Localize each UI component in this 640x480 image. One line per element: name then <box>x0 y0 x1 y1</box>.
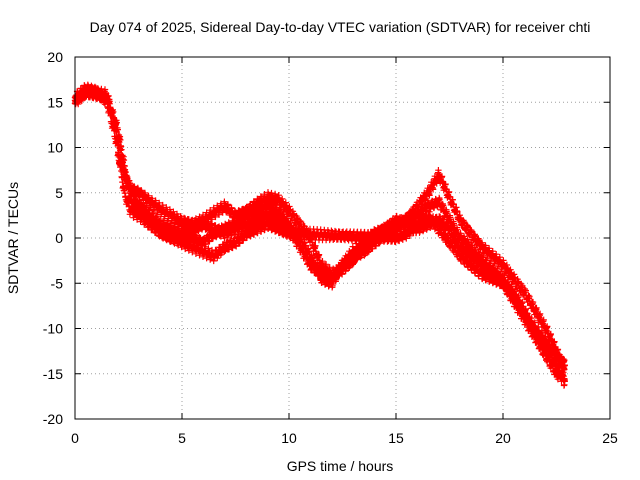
x-tick-labels: 0 5 10 15 20 25 <box>71 430 618 446</box>
y-tick-labels: -20 -15 -10 -5 0 5 10 15 20 <box>43 49 63 427</box>
x-tick-label: 5 <box>178 430 186 446</box>
x-tick-label: 0 <box>71 430 79 446</box>
series-track-1 <box>71 83 568 374</box>
x-tick-label: 25 <box>602 430 618 446</box>
series-markers <box>114 151 568 369</box>
series-track-4 <box>114 151 568 369</box>
y-tick-label: -15 <box>43 366 63 382</box>
x-tick-label: 15 <box>388 430 404 446</box>
series-markers <box>71 83 568 374</box>
y-tick-label: 0 <box>55 230 63 246</box>
y-tick-label: 20 <box>47 49 63 65</box>
chart-title: Day 074 of 2025, Sidereal Day-to-day VTE… <box>90 19 591 35</box>
y-tick-label: -10 <box>43 321 63 337</box>
y-tick-label: -20 <box>43 411 63 427</box>
y-tick-label: -5 <box>51 275 64 291</box>
y-tick-label: 5 <box>55 185 63 201</box>
y-axis-label: SDTVAR / TECUs <box>5 182 21 294</box>
y-tick-label: 15 <box>47 94 63 110</box>
data-points <box>71 81 568 389</box>
x-axis-label: GPS time / hours <box>287 458 394 474</box>
x-tick-label: 10 <box>281 430 297 446</box>
plot-frame <box>74 56 611 420</box>
y-tick-label: 10 <box>47 140 63 156</box>
x-tick-label: 20 <box>495 430 511 446</box>
